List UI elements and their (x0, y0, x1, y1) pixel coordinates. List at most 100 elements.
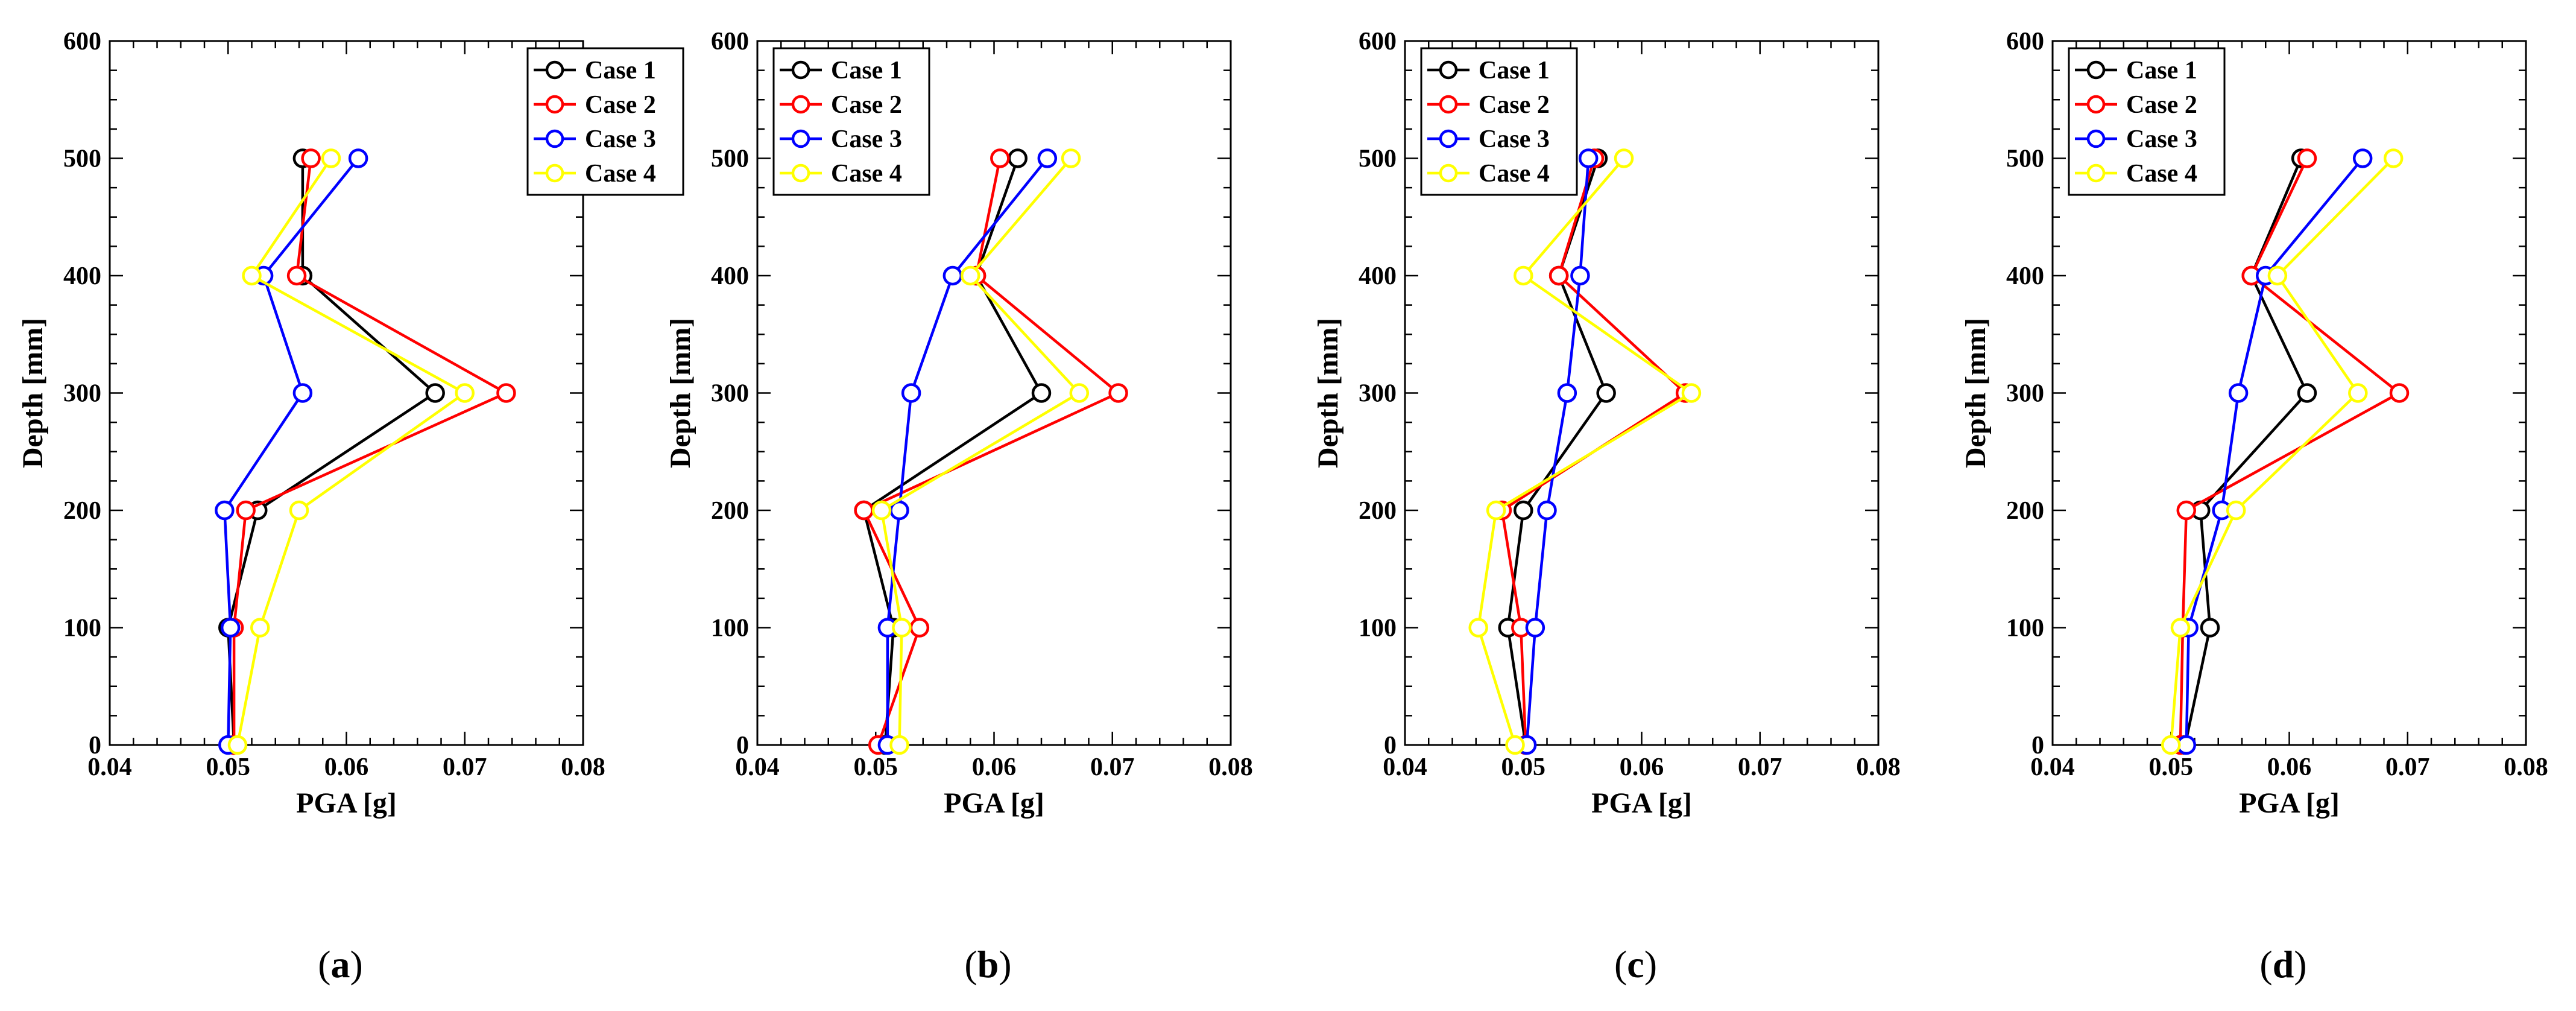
x-tick-label: 0.07 (1738, 753, 1782, 781)
x-tick-label: 0.04 (1383, 753, 1427, 781)
legend-label: Case 4 (831, 160, 902, 188)
data-point (1596, 383, 1616, 403)
data-point (1061, 148, 1081, 168)
series-line (886, 157, 1049, 745)
y-tick-label: 0 (2031, 732, 2044, 759)
y-tick-label: 0 (89, 732, 101, 759)
data-point (2297, 383, 2317, 403)
series-line (1525, 158, 1590, 746)
legend-item: Case 4 (2075, 160, 2197, 188)
data-point (1486, 500, 1506, 521)
legend-label: Case 2 (2126, 91, 2197, 119)
legend-swatch-marker (791, 163, 810, 183)
y-tick-label: 200 (63, 497, 101, 525)
data-point (220, 618, 241, 638)
legend-swatch-marker (2086, 60, 2106, 80)
data-point (1031, 383, 1052, 403)
y-tick-label: 300 (1359, 380, 1397, 408)
caption-open-paren: ( (964, 943, 977, 986)
panel-caption: (c) (1614, 943, 1657, 986)
panel-caption: (a) (318, 943, 363, 986)
legend-swatch-marker (791, 95, 810, 114)
data-point (455, 383, 475, 403)
y-axis-title: Depth [mm] (1312, 318, 1344, 468)
y-tick-label: 600 (63, 28, 101, 55)
series-case-3 (877, 148, 1058, 755)
series-line (223, 157, 359, 746)
x-axis-title: PGA [g] (944, 787, 1044, 819)
legend-swatch-marker (2086, 95, 2106, 114)
data-point (250, 618, 270, 638)
chart-panel-c: 0.04 0.05 0.06 0.07 0.08 0 100 200 300 400 500 600 P… (1312, 28, 1901, 986)
y-tick-label: 500 (1359, 145, 1397, 173)
legend-item: Case 3 (1427, 125, 1550, 153)
series-case-3 (1517, 148, 1599, 755)
legend-label: Case 3 (585, 125, 656, 153)
data-point (1008, 148, 1028, 168)
legend-swatch-marker (1439, 60, 1458, 80)
y-tick-label: 0 (1384, 732, 1397, 759)
data-point (1578, 148, 1599, 168)
legend: Case 1 Case 2 Case 3 Case 4 (526, 47, 684, 196)
data-point (1037, 148, 1058, 168)
legend-swatch-marker (545, 129, 564, 148)
series-line (862, 158, 1121, 746)
x-tick-label: 0.07 (2385, 753, 2430, 781)
data-point (2267, 265, 2288, 286)
panel-caption: (b) (964, 943, 1011, 986)
caption-letter: a (331, 943, 350, 986)
data-point (2389, 383, 2410, 403)
legend-swatch-marker (791, 129, 810, 148)
data-point (292, 383, 313, 403)
y-tick-label: 500 (711, 145, 749, 173)
legend-item: Case 3 (780, 125, 902, 153)
legend-label: Case 4 (2126, 160, 2197, 188)
chart-panel-b: 0.04 0.05 0.06 0.07 0.08 0 100 200 300 400 500 600 P… (665, 28, 1253, 986)
legend-item: Case 1 (2075, 57, 2197, 84)
legend-swatch-marker (791, 60, 810, 80)
data-point (2352, 148, 2373, 168)
x-tick-label: 0.04 (735, 753, 780, 781)
data-point (289, 500, 309, 521)
x-tick-label: 0.06 (2267, 753, 2312, 781)
data-point (1514, 265, 1533, 286)
legend-label: Case 2 (831, 91, 902, 119)
data-point (1525, 618, 1545, 638)
legend-item: Case 4 (780, 160, 902, 188)
data-point (286, 265, 307, 286)
data-point (1557, 383, 1577, 403)
data-point (892, 618, 912, 638)
y-tick-label: 200 (1359, 497, 1397, 525)
legend-swatch-marker (545, 95, 564, 114)
data-point (348, 148, 368, 168)
y-tick-label: 100 (2006, 615, 2044, 642)
data-point (909, 618, 930, 638)
chart-panel-d: 0.04 0.05 0.06 0.07 0.08 0 100 200 300 400 500 600 P… (1960, 28, 2548, 986)
data-point (2200, 618, 2220, 638)
legend-label: Case 1 (1479, 57, 1550, 84)
caption-letter: b (977, 943, 999, 986)
x-tick-label: 0.07 (1090, 753, 1135, 781)
legend-label: Case 1 (831, 57, 902, 84)
data-point (1468, 618, 1488, 638)
series-line (880, 157, 1082, 746)
series-line (2179, 157, 2402, 746)
y-tick-label: 500 (63, 145, 101, 173)
caption-close-paren: ) (1644, 943, 1657, 986)
data-point (1570, 265, 1590, 286)
series-case-4 (227, 148, 475, 755)
data-point (1537, 500, 1557, 521)
legend-item: Case 1 (780, 57, 902, 84)
x-tick-label: 0.04 (2030, 753, 2075, 781)
y-tick-label: 300 (711, 380, 749, 408)
legend-swatch-marker (1439, 163, 1458, 183)
data-point (1548, 265, 1569, 286)
series-line (227, 158, 438, 746)
series-line (862, 157, 1043, 746)
panel-caption: (d) (2259, 943, 2306, 986)
data-point (871, 500, 892, 521)
data-point (1514, 500, 1533, 521)
series-case-2 (224, 148, 516, 755)
data-point (990, 148, 1010, 168)
